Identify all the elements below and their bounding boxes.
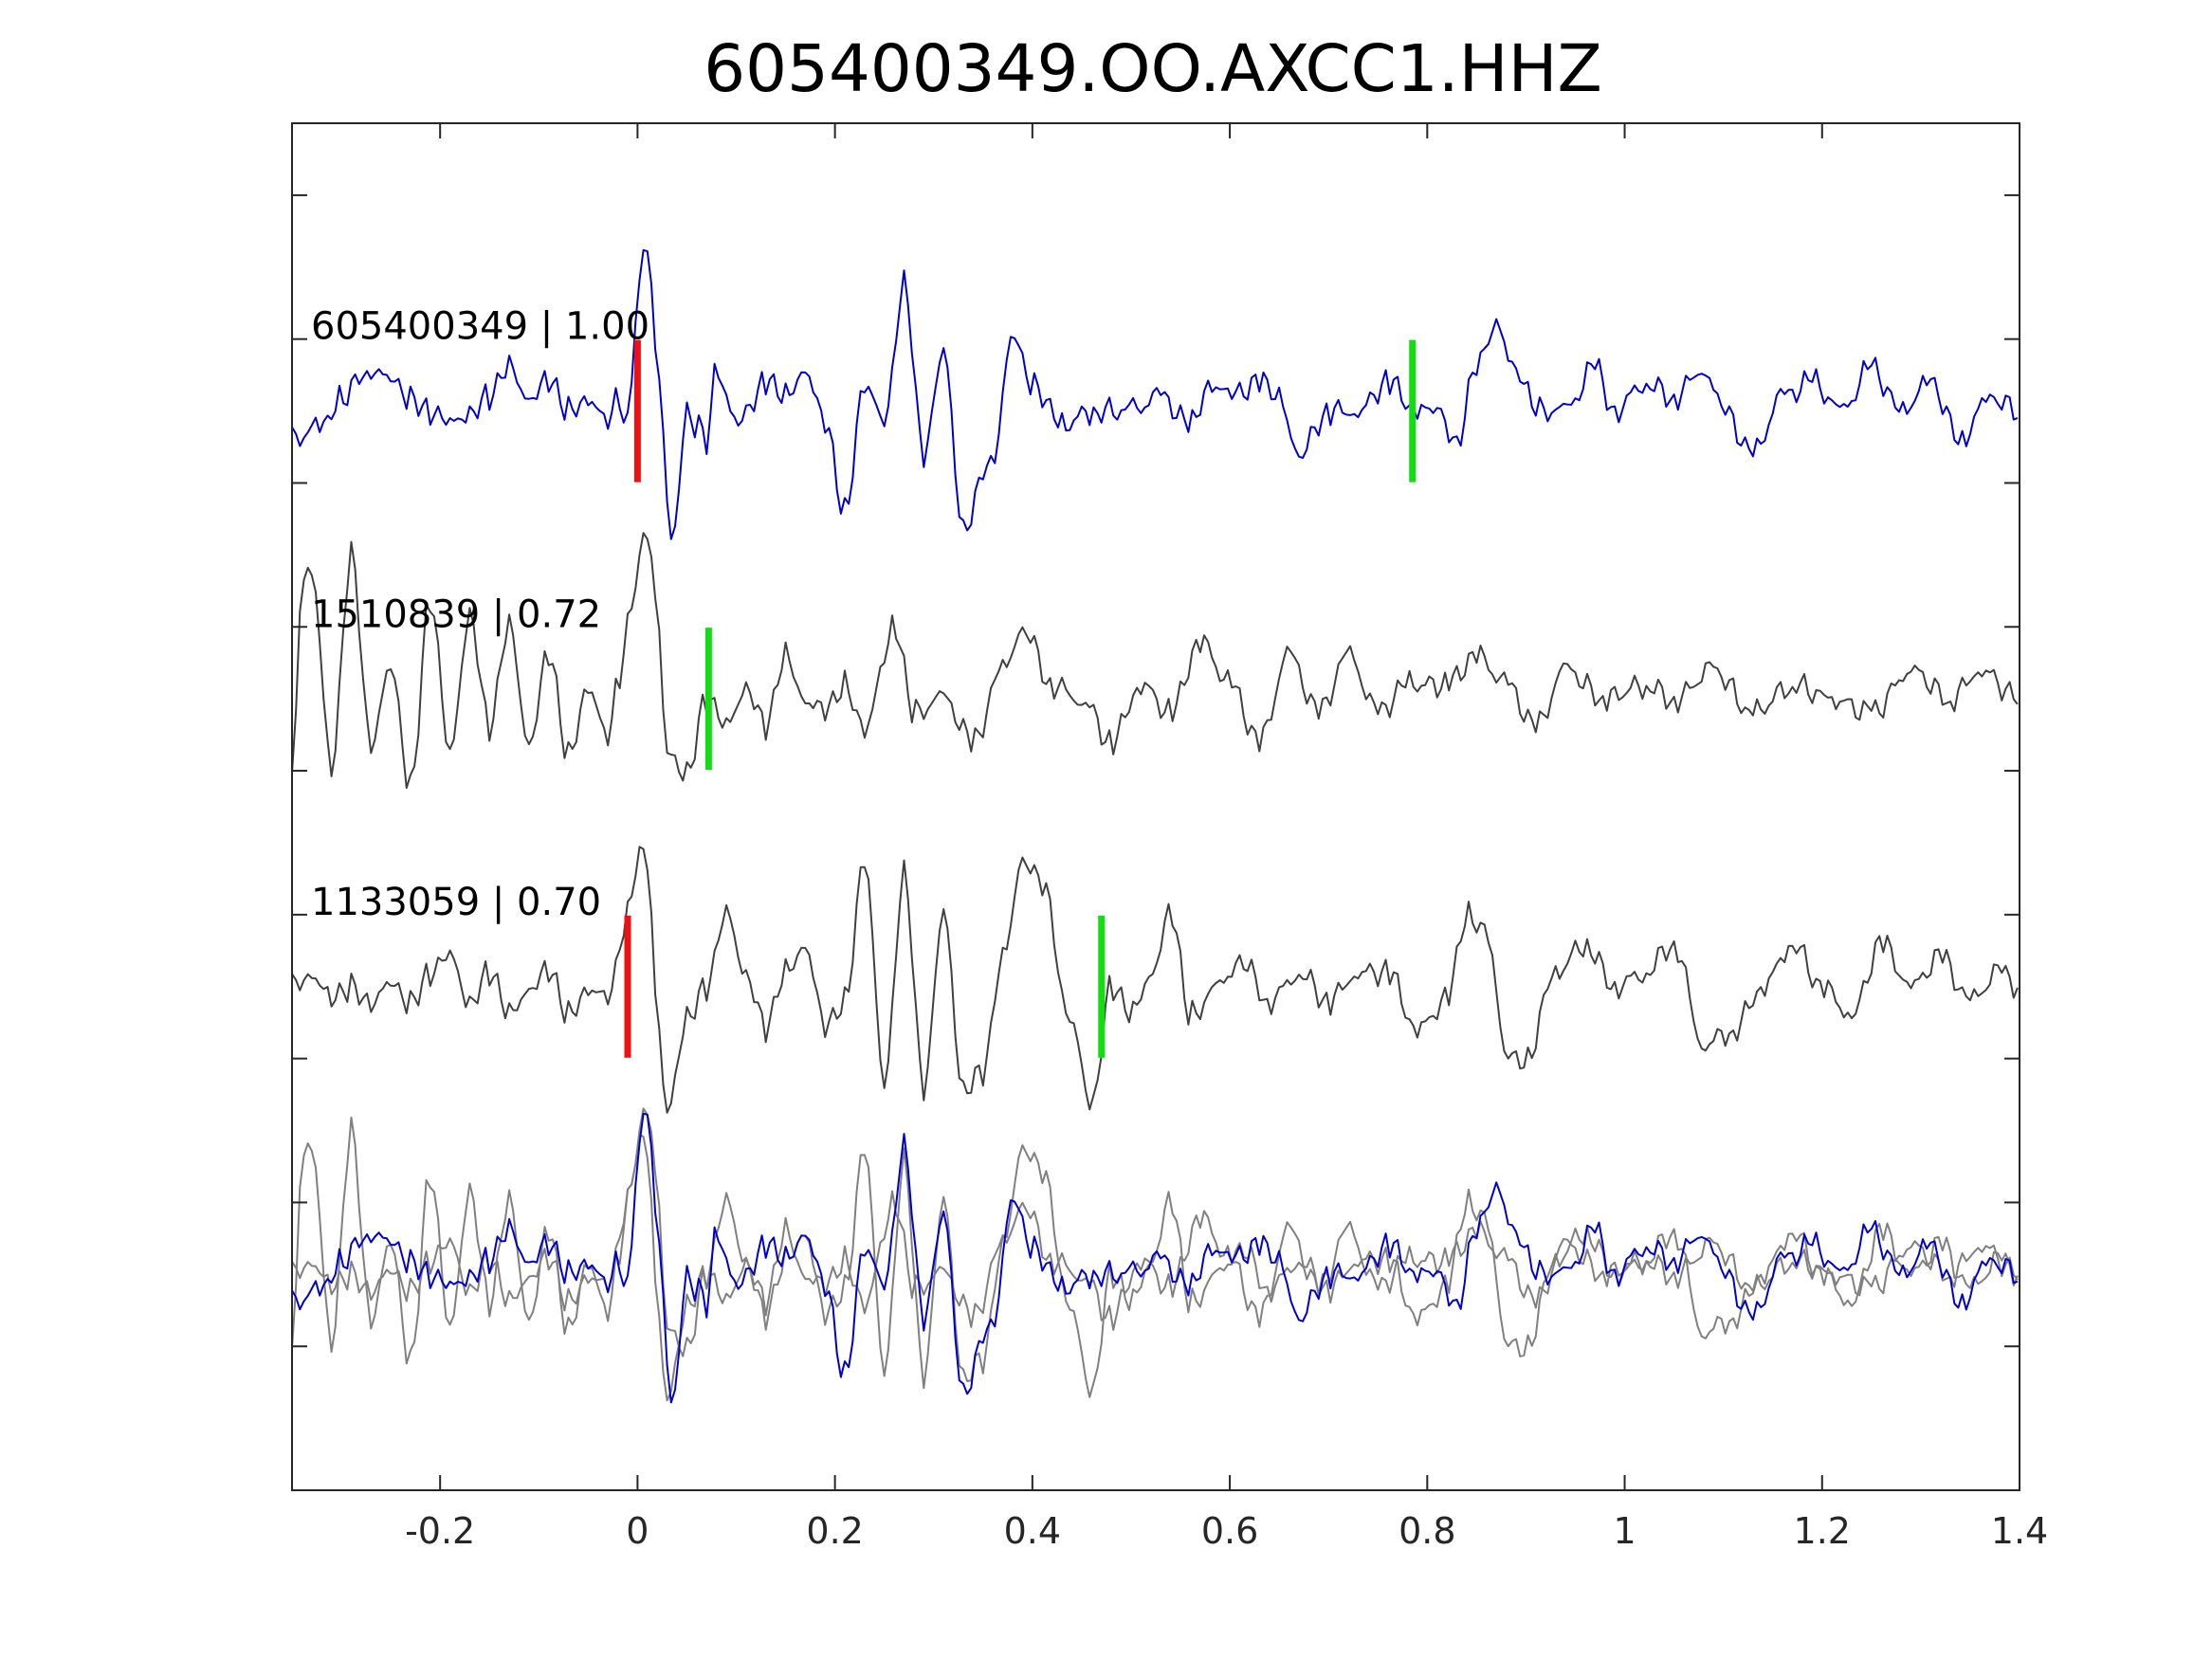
chart-title: 605400349.OO.AXCC1.HHZ (704, 31, 1601, 107)
x-tick-label: 1.4 (1991, 1510, 2048, 1552)
trace-label-2: 1510839 | 0.72 (311, 592, 601, 636)
x-tick-label: 0.8 (1398, 1510, 1455, 1552)
trace-line-5 (291, 1133, 2019, 1402)
x-tick-label: 0 (626, 1510, 649, 1552)
trace-line-3 (291, 846, 2019, 1114)
x-tick-label: 0.4 (1004, 1510, 1061, 1552)
trace-line-6 (291, 1112, 2019, 1404)
pick-group (624, 339, 1417, 1058)
x-tick-label: -0.2 (405, 1510, 475, 1552)
x-tick-label: 0.6 (1201, 1510, 1258, 1552)
x-tick-label: 1 (1613, 1510, 1636, 1552)
x-tick-label: 1.2 (1794, 1510, 1851, 1552)
axes-group: -0.2 0 0.2 0.4 0.6 0.8 1 1.2 1.4 (291, 122, 2048, 1552)
trace-label-3: 1133059 | 0.70 (311, 881, 601, 924)
trace-label-1: 605400349 | 1.00 (311, 305, 649, 349)
plot-frame (291, 122, 2020, 1491)
trace-line-2 (291, 532, 2019, 790)
trace-line-1 (291, 248, 2019, 540)
x-tick-label: 0.2 (806, 1510, 863, 1552)
trace-label-group: 605400349 | 1.00 1510839 | 0.72 1133059 | … (311, 305, 649, 924)
trace-group (291, 248, 2019, 1404)
